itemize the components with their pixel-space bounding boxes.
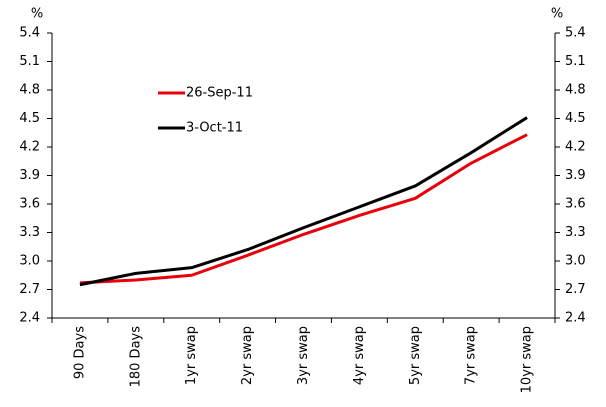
x-tick-label: 1yr swap — [184, 326, 199, 385]
x-tick-label: 4yr swap — [352, 326, 367, 385]
y-tick-label: 2.4 — [19, 311, 40, 326]
y-tick-label: 4.5 — [19, 111, 40, 126]
series-line — [79, 133, 528, 285]
x-tick-label: 7yr swap — [464, 326, 479, 385]
series-line — [79, 116, 528, 287]
y2-tick-label: 3.3 — [565, 225, 586, 240]
y-tick-label: 4.8 — [19, 83, 40, 98]
y2-tick-label: 2.7 — [565, 282, 586, 297]
y-axis-unit: % — [31, 7, 43, 22]
x-tick-label: 180 Days — [128, 326, 143, 388]
x-tick-label: 90 Days — [72, 326, 87, 379]
x-tick-label: 3yr swap — [296, 326, 311, 385]
y2-tick-label: 4.8 — [565, 83, 586, 98]
legend-label: 26-Sep-11 — [186, 86, 253, 101]
y2-axis-unit: % — [551, 7, 563, 22]
y-tick-label: 3.6 — [19, 197, 40, 212]
x-tick-label: 10yr swap — [520, 326, 535, 393]
y2-tick-label: 5.4 — [565, 26, 586, 41]
y-tick-label: 3.9 — [19, 168, 40, 183]
y2-tick-label: 4.2 — [565, 140, 586, 155]
y2-tick-label: 3.9 — [565, 168, 586, 183]
y-tick-label: 4.2 — [19, 140, 40, 155]
y-tick-label: 3.0 — [19, 254, 40, 269]
y-tick-label: 5.1 — [19, 54, 40, 69]
y2-tick-label: 3.0 — [565, 254, 586, 269]
y2-tick-label: 4.5 — [565, 111, 586, 126]
y-tick-label: 2.7 — [19, 282, 40, 297]
y-tick-label: 3.3 — [19, 225, 40, 240]
x-tick-label: 2yr swap — [240, 326, 255, 385]
x-tick-label: 5yr swap — [408, 326, 423, 385]
y2-tick-label: 5.1 — [565, 54, 586, 69]
y-tick-label: 5.4 — [19, 26, 40, 41]
legend-label: 3-Oct-11 — [186, 121, 243, 136]
y2-tick-label: 3.6 — [565, 197, 586, 212]
y2-tick-label: 2.4 — [565, 311, 586, 326]
